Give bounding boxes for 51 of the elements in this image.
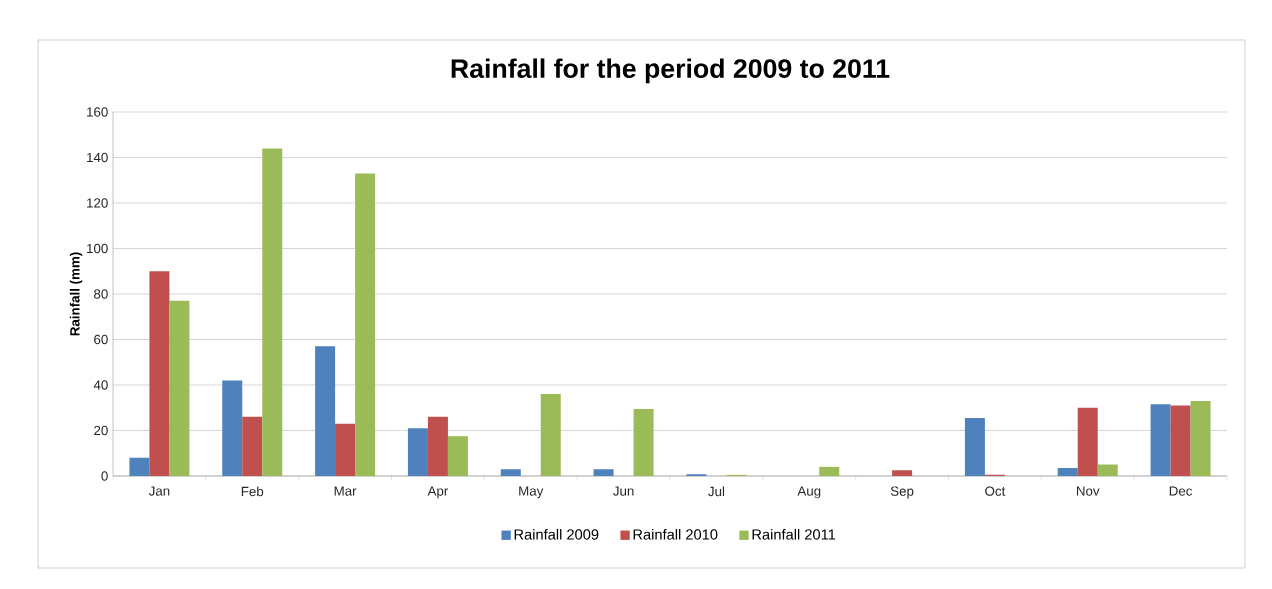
y-tick-label: 140	[87, 152, 108, 163]
x-tick-label: May	[519, 486, 544, 499]
bar	[447, 436, 468, 476]
x-tick-label: Dec	[1169, 486, 1193, 496]
bar	[892, 470, 913, 476]
bar	[222, 380, 243, 476]
bar	[500, 469, 521, 476]
bar	[169, 300, 190, 476]
x-tick-label: Mar	[334, 486, 357, 496]
bar	[407, 428, 428, 476]
bar	[242, 416, 263, 476]
y-tick-label: 20	[94, 425, 108, 436]
bar	[129, 457, 150, 476]
chart-title: Rainfall for the period 2009 to 2011	[451, 58, 890, 84]
y-tick-label: 60	[94, 334, 108, 345]
x-tick-label: Jan	[148, 486, 170, 496]
bar	[1170, 405, 1191, 476]
legend-label: Rainfall 2010	[633, 528, 718, 540]
x-tick-label: Apr	[427, 486, 449, 499]
legend-label: Rainfall 2011	[752, 528, 836, 540]
bar	[633, 408, 654, 476]
y-tick-label: 120	[87, 198, 108, 208]
bar	[819, 466, 840, 476]
bar	[964, 417, 985, 476]
x-tick-label: Jun	[613, 486, 634, 496]
bar	[1077, 407, 1098, 476]
bar	[1097, 464, 1118, 476]
bar	[593, 469, 614, 476]
x-tick-label: Nov	[1076, 486, 1100, 496]
bar	[335, 423, 356, 476]
bar	[355, 173, 376, 476]
bar	[1057, 468, 1078, 476]
y-axis-title: Rainfall (mm)	[69, 252, 83, 336]
x-tick-label: Aug	[797, 486, 821, 499]
bar	[1150, 404, 1171, 476]
y-tick-label: 80	[94, 289, 108, 299]
bar	[427, 416, 448, 476]
bar	[1190, 400, 1211, 476]
y-tick-label: 0	[101, 471, 108, 481]
y-tick-label: 160	[87, 107, 108, 117]
bar	[149, 271, 170, 476]
x-tick-label: Oct	[985, 486, 1006, 496]
bar	[315, 346, 336, 476]
y-tick-label: 40	[93, 380, 108, 390]
x-tick-label: Feb	[241, 486, 264, 497]
bar	[540, 394, 561, 476]
bar	[262, 148, 283, 476]
x-tick-label: Sep	[890, 486, 914, 499]
x-tick-label: Jul	[708, 486, 725, 497]
y-tick-label: 100	[87, 243, 108, 254]
legend-label: Rainfall 2009	[514, 528, 599, 540]
